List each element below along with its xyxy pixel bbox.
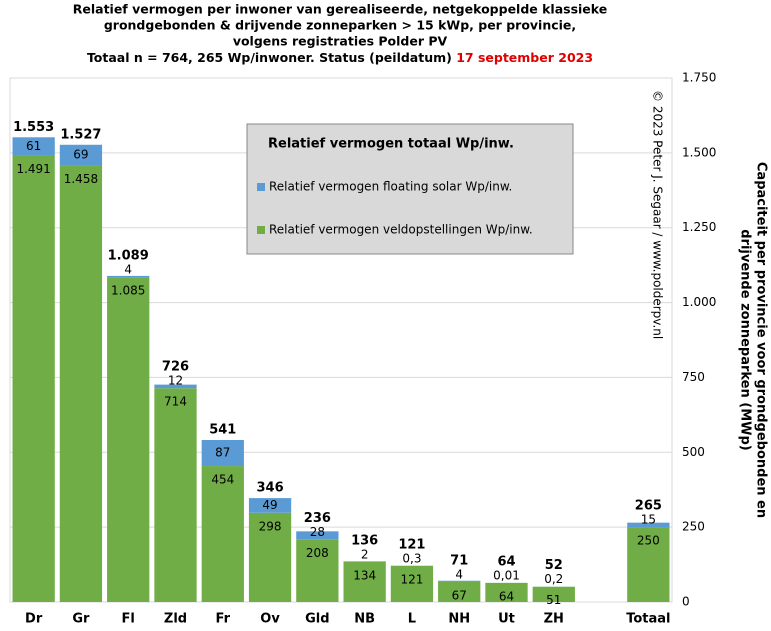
chart-title: grondgebonden & drijvende zonneparken > … (104, 18, 576, 33)
total-label: 136 (351, 533, 378, 548)
y-tick-label: 1.250 (682, 220, 716, 234)
value-label: 51 (546, 593, 561, 607)
bar-segment (12, 155, 55, 602)
value-label: 61 (26, 139, 41, 153)
y-tick-label: 500 (682, 445, 705, 459)
bar-segment (627, 527, 670, 602)
bar-segment (12, 137, 55, 156)
legend-label: Relatief vermogen veldopstellingen Wp/in… (269, 223, 533, 237)
x-tick-label: Totaal (626, 612, 670, 627)
chart-title: Relatief vermogen per inwoner van gereal… (73, 2, 608, 17)
x-tick-label: NB (354, 612, 375, 627)
value-label: 4 (455, 567, 463, 581)
bar-segment (438, 581, 481, 602)
value-label: 67 (452, 588, 467, 602)
legend-swatch (257, 226, 265, 234)
x-tick-label: ZH (544, 612, 564, 627)
legend-label: Relatief vermogen floating solar Wp/inw. (269, 180, 512, 194)
value-label: 28 (310, 525, 325, 539)
bar-segment (296, 539, 339, 602)
bar-segment (201, 440, 244, 467)
total-label: 726 (162, 360, 189, 375)
y-tick-label: 0 (682, 595, 690, 609)
value-label: 250 (637, 534, 660, 548)
chart-title: volgens registraties Polder PV (233, 34, 448, 49)
total-label: 71 (450, 553, 468, 568)
total-label: 265 (635, 499, 662, 514)
bar-segment (296, 531, 339, 540)
bar-segment (154, 384, 197, 389)
x-tick-label: Zld (164, 612, 187, 627)
value-label: 208 (306, 546, 329, 560)
value-label: 134 (353, 568, 376, 582)
bar-segment (248, 512, 292, 602)
value-label: 69 (73, 148, 88, 162)
bar-segment (390, 565, 434, 602)
bar-segment (107, 275, 150, 278)
x-tick-label: NH (448, 612, 470, 627)
x-tick-label: Ut (498, 612, 515, 627)
x-tick-label: Dr (25, 612, 43, 627)
y-axis-label: Capaciteit per provincie voor grondgebon… (754, 162, 769, 518)
value-label: 12 (168, 374, 183, 388)
value-label: 64 (499, 589, 514, 603)
value-label: 121 (400, 572, 423, 586)
total-label: 52 (545, 558, 563, 573)
value-label: 1.491 (16, 162, 50, 176)
chart-title: Totaal n = 764, 265 Wp/inwoner. Status (… (87, 50, 593, 65)
bar-segment (201, 466, 244, 602)
x-tick-label: Fl (122, 612, 135, 627)
copyright: © 2023 Peter J. Segaar / www.polderpv.nl (651, 90, 665, 339)
value-label: 0,2 (544, 572, 563, 586)
total-label: 541 (209, 423, 236, 438)
total-label: 1.553 (13, 120, 54, 135)
bar-segment (107, 277, 150, 602)
y-tick-label: 1.000 (682, 295, 716, 309)
bar-segment (343, 561, 386, 562)
y-tick-label: 250 (682, 520, 705, 534)
x-tick-label: Ov (260, 612, 280, 627)
x-tick-label: Gr (72, 612, 90, 627)
total-label: 1.089 (108, 249, 149, 264)
x-tick-label: L (408, 612, 416, 627)
bar-segment (485, 582, 528, 602)
y-tick-label: 1.500 (682, 145, 716, 159)
value-label: 1.458 (64, 172, 98, 186)
y-tick-label: 750 (682, 370, 705, 384)
value-label: 454 (211, 473, 234, 487)
bar-segment (59, 165, 103, 602)
bar-segment (248, 498, 292, 513)
legend-title: Relatief vermogen totaal Wp/inw. (268, 137, 514, 152)
x-tick-label: Fr (216, 612, 231, 627)
x-tick-label: Gld (305, 612, 329, 627)
total-label: 236 (304, 511, 331, 526)
legend-swatch (257, 183, 265, 191)
value-label: 87 (215, 446, 230, 460)
bar-segment (343, 561, 386, 602)
legend-box (246, 123, 574, 255)
value-label: 0,3 (402, 551, 421, 565)
y-axis-label: drijvende zonneparken (MWp) (738, 229, 753, 451)
total-label: 346 (257, 481, 284, 496)
total-label: 121 (398, 537, 425, 552)
value-label: 2 (361, 547, 369, 561)
bar-segment (154, 388, 197, 602)
bar-segment (438, 580, 481, 582)
value-label: 298 (259, 519, 282, 533)
bar-segment (59, 144, 103, 166)
total-label: 64 (497, 554, 515, 569)
value-label: 0,01 (493, 568, 520, 582)
value-label: 49 (262, 498, 277, 512)
bar-segment (532, 586, 575, 602)
chart-title-date: 17 september 2023 (456, 50, 593, 65)
value-label: 714 (164, 395, 187, 409)
bar-segment (627, 522, 670, 528)
y-tick-label: 1.750 (682, 71, 716, 85)
chart-title: Totaal n = 764, 265 Wp/inwoner. Status (… (87, 50, 452, 65)
value-label: 15 (641, 513, 656, 527)
value-label: 4 (124, 263, 132, 277)
value-label: 1.085 (111, 284, 145, 298)
total-label: 1.527 (60, 127, 101, 142)
